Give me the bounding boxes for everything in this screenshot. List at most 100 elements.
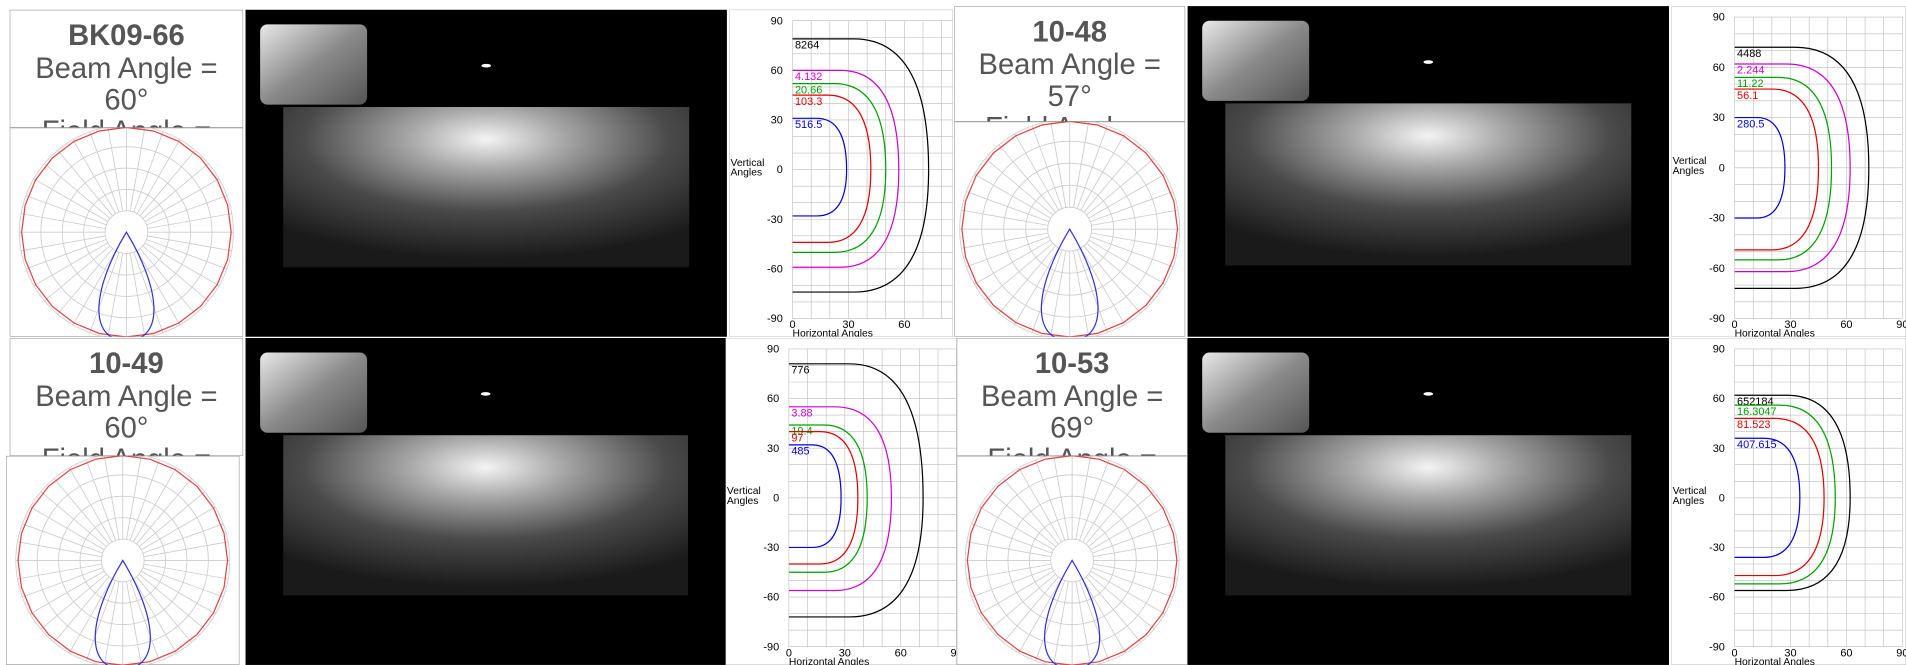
contour-label: 485 — [791, 446, 809, 458]
iso-chart: 9060300-30-60-900306090Horizontal Angles… — [729, 10, 966, 340]
contour-label: 16.3047 — [1737, 406, 1777, 418]
polar-plot — [6, 453, 239, 665]
contour-label: 103.3 — [795, 96, 822, 108]
y-tick-label: 0 — [777, 164, 783, 176]
beam-value: 69° — [1050, 413, 1094, 445]
beam-image — [283, 107, 689, 267]
y-tick-label: -90 — [763, 641, 779, 653]
y-tick-label: -60 — [763, 592, 779, 604]
beam-label: Beam Angle = — [981, 381, 1163, 413]
y-tick-label: 30 — [1713, 443, 1725, 455]
beam-label: Beam Angle = — [35, 53, 217, 85]
y-tick-label: -90 — [767, 313, 783, 325]
contour-label: 407.615 — [1737, 439, 1777, 451]
y-tick-label: 60 — [1713, 62, 1725, 74]
y-axis-label: Angles — [1673, 166, 1705, 177]
contour-label: 280.5 — [1737, 118, 1764, 130]
polar-plot — [954, 119, 1185, 341]
light-source — [481, 392, 491, 396]
y-axis-label: Angles — [731, 168, 763, 179]
polar-plot — [957, 453, 1188, 665]
y-tick-label: 60 — [767, 393, 779, 405]
y-tick-label: -30 — [1709, 213, 1725, 225]
iso-chart: 9060300-30-60-900306090Horizontal Angles… — [1671, 338, 1906, 665]
x-tick-label: 60 — [895, 647, 907, 659]
panel-title: 10-53 — [1035, 348, 1110, 380]
contour-label: 2.244 — [1737, 65, 1764, 77]
beam-label: Beam Angle = — [35, 381, 217, 413]
iso-chart: 9060300-30-60-900306090Horizontal Angles… — [1671, 6, 1906, 340]
x-tick-label: 90 — [1896, 647, 1906, 659]
panel-title: BK09-66 — [68, 20, 185, 52]
contour-label: 97 — [791, 432, 803, 444]
iso-chart: 9060300-30-60-900306090Horizontal Angles… — [726, 338, 963, 665]
y-tick-label: -30 — [767, 214, 783, 226]
contour-label: 56.1 — [1737, 90, 1758, 102]
y-tick-label: 0 — [1719, 492, 1725, 504]
beam-value: 57° — [1048, 81, 1092, 113]
x-axis-label: Horizontal Angles — [1735, 657, 1815, 665]
y-tick-label: -60 — [1709, 592, 1725, 604]
y-tick-label: 30 — [767, 443, 779, 455]
fixture-thumbnail — [260, 24, 367, 104]
y-axis-label: Angles — [1673, 496, 1705, 507]
y-tick-label: -60 — [1709, 263, 1725, 275]
contour-label: 3.88 — [791, 408, 812, 420]
light-source — [1423, 60, 1433, 64]
report-collage: BK09-66Beam Angle =60°Field Angle = 90 60 3… — [0, 0, 1906, 665]
x-tick-label: 60 — [898, 319, 910, 331]
fixture-thumbnail — [1202, 21, 1309, 101]
fixture-thumbnail — [1202, 353, 1309, 433]
y-tick-label: 0 — [1719, 162, 1725, 174]
y-tick-label: 30 — [1713, 112, 1725, 124]
panel: 10-53Beam Angle =69°Field Angle = 90 60 30 0… — [957, 338, 1906, 665]
beam-value: 60° — [104, 84, 148, 116]
fixture-thumbnail — [260, 353, 367, 433]
x-axis-label: Horizontal Angles — [789, 657, 869, 665]
beam-image — [283, 435, 688, 595]
contour-label: 8264 — [795, 40, 819, 52]
contour-label: 776 — [791, 365, 809, 377]
y-tick-label: 90 — [1713, 344, 1725, 356]
contour-label: 4.132 — [795, 71, 822, 83]
panel-title: 10-49 — [89, 348, 164, 380]
panel: 10-48Beam Angle =57°Field Angle =9060300… — [954, 6, 1906, 341]
y-tick-label: 90 — [1713, 12, 1725, 24]
y-tick-label: -60 — [767, 264, 783, 276]
title-box: 10-53Beam Angle =69°Field Angle = — [957, 338, 1188, 476]
title-box: BK09-66Beam Angle =60°Field Angle = — [10, 10, 243, 148]
y-tick-label: -90 — [1709, 313, 1725, 325]
beam-label: Beam Angle = — [979, 49, 1161, 81]
contour-label: 4488 — [1737, 48, 1761, 60]
contour-label: 81.523 — [1737, 419, 1770, 431]
x-tick-label: 60 — [1840, 319, 1852, 331]
beam-value: 60° — [104, 413, 148, 445]
y-tick-label: -30 — [763, 542, 779, 554]
light-source — [1423, 392, 1433, 396]
x-tick-label: 60 — [1840, 647, 1852, 659]
iso-bg — [1671, 6, 1906, 337]
contour-label: 20.66 — [795, 84, 822, 96]
polar-plot — [10, 125, 243, 341]
x-tick-label: 90 — [1896, 319, 1906, 331]
panel: 10-49Beam Angle =60°Field Angle = 90 60 30 0… — [6, 338, 963, 665]
panel-title: 10-48 — [1032, 16, 1107, 48]
y-tick-label: -30 — [1709, 542, 1725, 554]
y-tick-label: -90 — [1709, 641, 1725, 653]
y-tick-label: 90 — [767, 344, 779, 356]
contour-label: 516.5 — [795, 119, 822, 131]
y-tick-label: 60 — [1713, 393, 1725, 405]
beam-image — [1225, 435, 1631, 595]
light-source — [481, 64, 491, 68]
beam-image — [1225, 103, 1631, 265]
y-tick-label: 60 — [771, 65, 783, 77]
y-tick-label: 90 — [771, 15, 783, 27]
y-tick-label: 0 — [773, 492, 779, 504]
iso-bg — [1671, 338, 1906, 665]
y-tick-label: 30 — [771, 115, 783, 127]
contour-label: 11.22 — [1737, 78, 1764, 90]
y-axis-label: Angles — [727, 496, 759, 507]
iso-bg — [729, 10, 953, 337]
